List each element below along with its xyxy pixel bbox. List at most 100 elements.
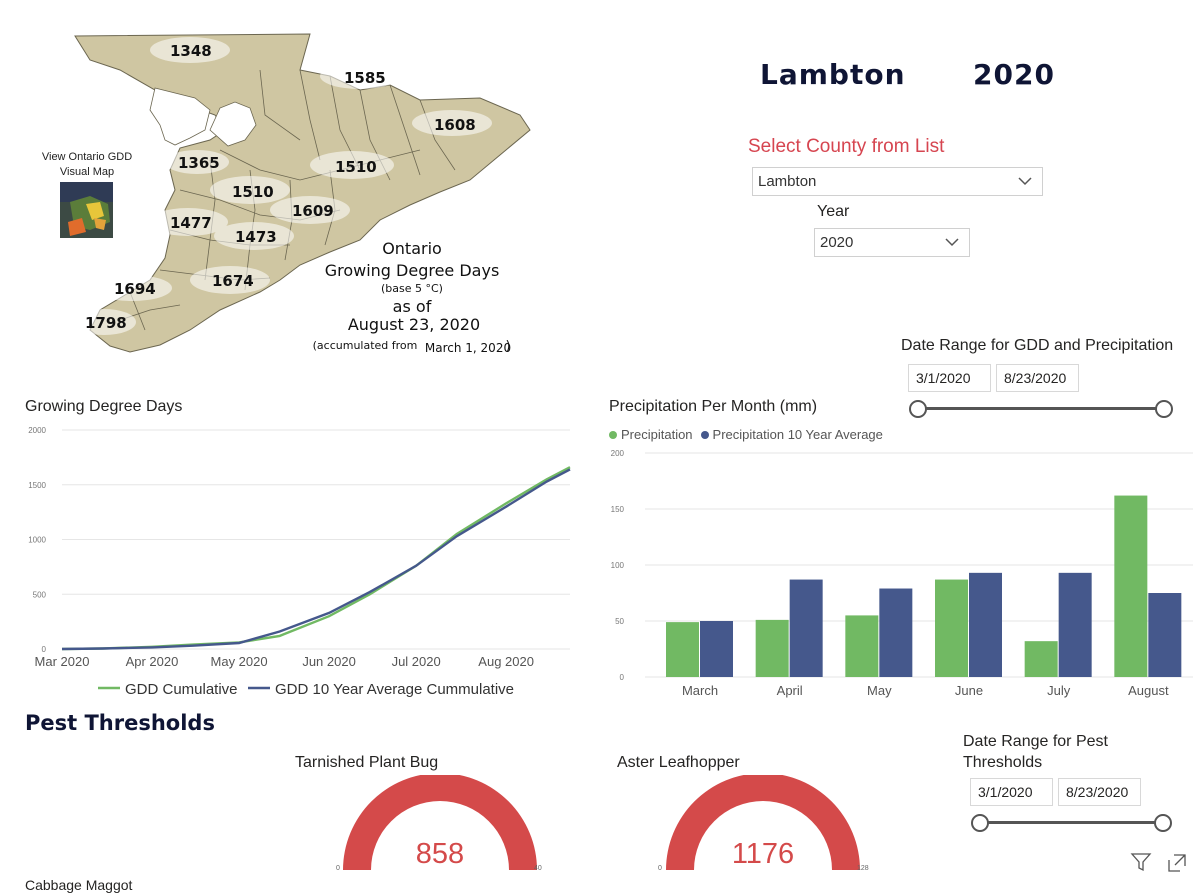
map-caption-base: (base 5 °C) [381,282,443,295]
map-caption-accum-close: ) [505,339,510,354]
precip-bar [1024,641,1058,677]
focus-mode-icon[interactable] [1166,852,1188,874]
pest-date-range-label: Date Range for Pest Thresholds [963,731,1108,773]
map-gdd-labels: 1348 1585 1608 1365 1510 1510 1609 1477 … [85,42,476,332]
precip-bar [969,572,1002,677]
precip-bar [1114,495,1148,677]
map-value-label: 1608 [434,116,476,134]
precip-bar [845,615,879,677]
date-range-slider-start-handle[interactable] [909,400,927,418]
gdd-y-tick: 1000 [28,536,46,545]
precip-x-tick: May [867,683,892,698]
gdd-y-tick: 2000 [28,426,46,435]
precip-legend: Precipitation Precipitation 10 Year Aver… [609,427,883,442]
gauge-value: 858 [416,838,464,870]
precip-x-tick: August [1128,683,1169,698]
map-value-label: 1585 [344,69,386,87]
visual-map-link-text[interactable]: View Ontario GDD Visual Map [41,151,133,178]
aster-leafhopper-title: Aster Leafhopper [617,754,740,771]
pest-thresholds-title: Pest Thresholds [25,711,215,735]
precip-bar [879,588,913,677]
gauge-value: 1176 [732,838,794,870]
map-value-label: 1365 [178,154,220,172]
map-caption-accum-date: March 1, 2020 [425,341,511,355]
precip-bar [789,579,823,677]
gdd-legend-label: GDD 10 Year Average Cummulative [275,681,514,698]
map-value-label: 1473 [235,228,277,246]
gauge-min: 0 [658,865,662,872]
map-caption-line: Ontario [382,239,442,258]
aster-leafhopper-gauge: 1176 0 128 [658,775,869,872]
date-range-slider-end-handle[interactable] [1155,400,1173,418]
gdd-chart-title: Growing Degree Days [25,398,183,415]
tarnished-plant-bug-title: Tarnished Plant Bug [295,754,439,771]
precip-x-tick: June [955,683,983,698]
date-start-input[interactable]: 3/1/2020 [908,364,991,392]
gdd-y-tick: 1500 [28,481,46,490]
precip-bar [1148,593,1182,677]
precip-bar [755,619,789,677]
year-dropdown-value: 2020 [820,234,854,251]
date-range-slider-track[interactable] [918,407,1164,410]
map-value-label: 1798 [85,314,127,332]
map-caption-line: Growing Degree Days [325,261,500,280]
year-dropdown[interactable]: 2020 [814,228,970,257]
precip-y-tick: 0 [620,673,625,682]
map-value-label: 1510 [232,183,274,201]
precip-bar-chart: 0 50 100 150 200 March April May June July August [611,449,1193,698]
precip-y-tick: 100 [611,561,625,570]
filter-icon[interactable] [1130,851,1152,873]
precip-bar [935,579,968,677]
pest-date-slider-start-handle[interactable] [971,814,989,832]
chevron-down-icon [1018,177,1032,186]
gdd-x-tick: Jun 2020 [302,654,356,669]
precip-bar [666,622,699,677]
gdd-line-chart: 0 500 1000 1500 2000 Mar 2020 Apr 2020 May 2020… [28,426,571,698]
gdd-legend-label: GDD Cumulative [125,681,238,698]
county-dropdown[interactable]: Lambton [752,167,1043,196]
map-value-label: 1674 [212,272,254,290]
legend-dot-green [609,430,617,439]
legend-dot-navy [700,430,709,439]
precip-y-tick: 200 [611,449,625,458]
chevron-down-icon [945,238,959,247]
date-range-label: Date Range for GDD and Precipitation [901,337,1174,354]
tarnished-plant-bug-gauge: 858 0 40 [336,775,542,872]
ontario-gdd-map: 1348 1585 1608 1365 1510 1510 1609 1477 … [72,33,531,355]
map-value-label: 1348 [170,42,212,60]
gauge-max: 40 [534,865,542,872]
date-end-input[interactable]: 8/23/2020 [996,364,1079,392]
precip-bar [700,621,733,677]
gauge-min: 0 [336,865,340,872]
gdd-x-tick: Apr 2020 [126,654,179,669]
map-caption-line: as of [393,297,432,316]
gdd-series-line [61,468,571,651]
map-land [74,33,531,353]
precip-y-tick: 50 [615,617,624,626]
precip-y-tick: 150 [611,505,625,514]
year-title: 2020 [973,58,1055,91]
map-value-label: 1609 [292,202,334,220]
map-value-label: 1477 [170,214,212,232]
map-caption-accum: (accumulated from [313,339,418,352]
gauge-arc [666,775,860,870]
precip-legend-item: Precipitation 10 Year Average [712,427,883,442]
precip-bar [1058,572,1092,677]
gauge-max: 128 [857,865,869,872]
precip-x-tick: July [1047,683,1071,698]
visual-map-thumbnail[interactable] [60,182,113,238]
pest-date-end-input[interactable]: 8/23/2020 [1058,778,1141,806]
gdd-x-tick: May 2020 [211,654,268,669]
precip-x-tick: March [682,683,718,698]
county-title: Lambton [760,58,906,91]
pest-date-start-input[interactable]: 3/1/2020 [970,778,1053,806]
precip-legend-item: Precipitation [621,427,693,442]
map-caption-date: August 23, 2020 [348,315,480,334]
gdd-y-tick: 500 [33,590,47,599]
pest-date-slider-track[interactable] [980,821,1163,824]
cabbage-maggot-title: Cabbage Maggot [25,877,133,893]
map-label-ovals [72,37,492,335]
map-value-label: 1694 [114,280,156,298]
precip-x-tick: April [777,683,803,698]
pest-date-slider-end-handle[interactable] [1154,814,1172,832]
